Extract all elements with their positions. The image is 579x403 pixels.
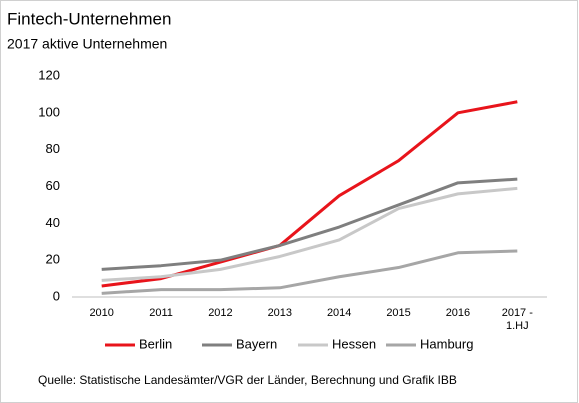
y-tick-label: 60: [46, 178, 60, 193]
x-tick-label: 2011: [149, 307, 173, 319]
y-tick-label: 80: [46, 141, 60, 156]
line-series: [101, 177, 518, 271]
chart-title: Fintech-Unternehmen: [7, 9, 171, 28]
source-note: Quelle: Statistische Landesämter/VGR der…: [38, 373, 457, 387]
line-series: [101, 249, 518, 295]
y-tick-label: 40: [46, 215, 60, 230]
x-tick-label: 2016: [446, 307, 470, 319]
x-tick-label: 2014: [327, 307, 351, 319]
line-series: [101, 186, 518, 282]
y-tick-label: 100: [38, 104, 60, 119]
legend-label: Bayern: [236, 336, 277, 351]
y-tick-label: 120: [38, 67, 60, 82]
x-tick-label: 2010: [89, 307, 113, 319]
legend-label: Berlin: [139, 336, 172, 351]
chart-subtitle: 2017 aktive Unternehmen: [7, 36, 167, 52]
x-tick-label: 2013: [268, 307, 292, 319]
x-tick-label: 2017 -1.HJ: [502, 307, 534, 332]
y-tick-label: 0: [53, 288, 60, 303]
legend-label: Hamburg: [420, 336, 473, 351]
x-tick-label: 2015: [386, 307, 410, 319]
x-tick-label: 2012: [208, 307, 232, 319]
y-tick-label: 20: [46, 252, 60, 267]
legend-label: Hessen: [332, 336, 376, 351]
